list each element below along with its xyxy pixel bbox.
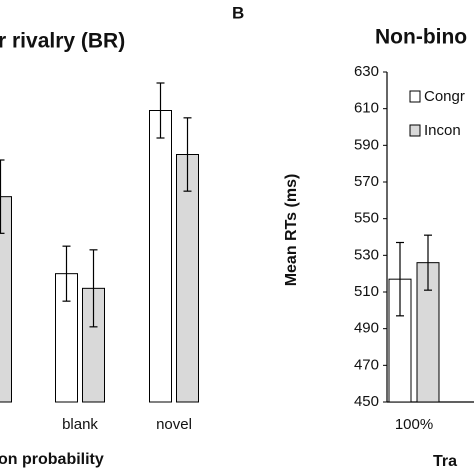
error-bar [396,241,404,317]
x-tick-label: novel [156,416,192,433]
y-tick-label: 590 [354,136,379,153]
error-bar [62,245,71,302]
panel-label: B [232,3,244,22]
legend-label: Congr [424,88,465,105]
x-axis-label: on probability [0,451,104,468]
x-axis-label: Tra [433,453,457,470]
chart-title: Non-bino [375,26,467,49]
legend-swatch [409,90,421,103]
y-tick-label: 510 [354,283,379,300]
y-axis-label: Mean RTs (ms) [283,174,300,287]
y-tick-label: 630 [354,63,379,80]
chart-title: r rivalry (BR) [0,30,125,53]
x-tick-label: 100% [395,416,433,433]
bar [149,110,172,403]
x-tick-label: blank [62,416,98,433]
error-bar [424,234,432,291]
y-tick-label: 550 [354,210,379,227]
y-tick-label: 610 [354,100,379,117]
bar [0,196,12,403]
y-tick-label: 530 [354,246,379,263]
error-bar [183,117,192,192]
y-tick-label: 490 [354,320,379,337]
legend-label: Incon [424,122,461,139]
y-tick-label: 570 [354,173,379,190]
legend-swatch [409,124,421,137]
y-tick-label: 450 [354,393,379,410]
error-bar [156,82,165,139]
error-bar [89,249,98,328]
error-bar [0,159,5,234]
y-tick-label: 470 [354,356,379,373]
